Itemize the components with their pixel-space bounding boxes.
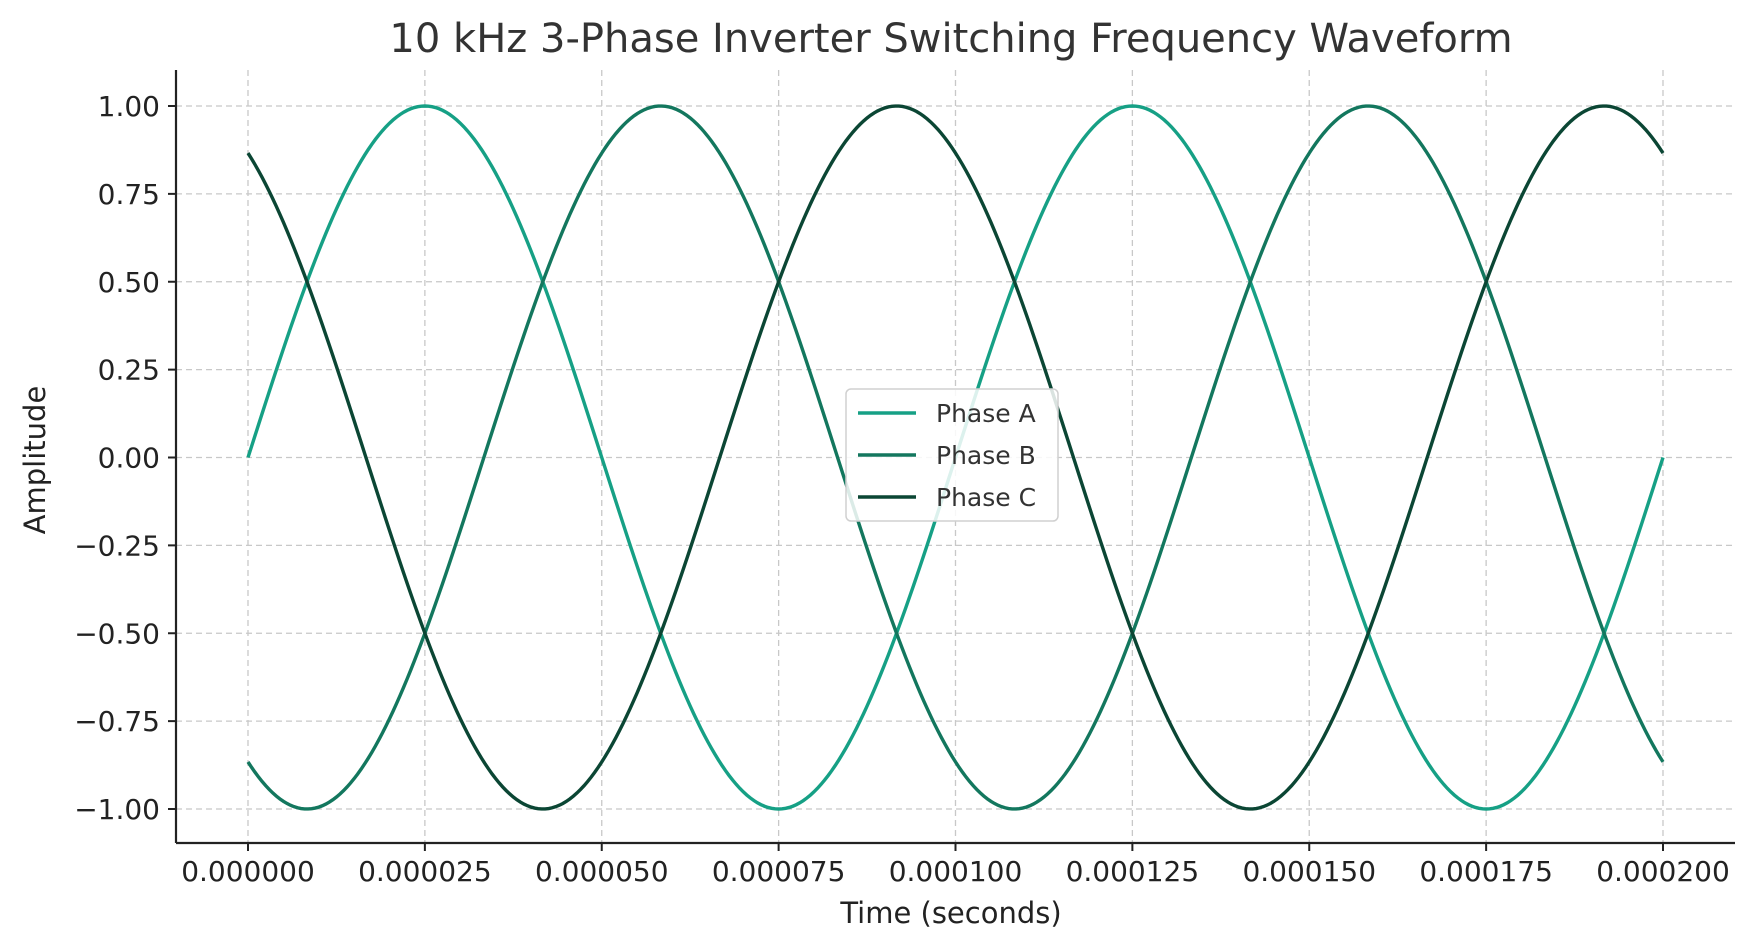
y-tick-label: 0.00	[98, 442, 160, 475]
y-tick-label: −0.50	[74, 617, 160, 650]
grid	[176, 70, 1735, 843]
x-tick-label: 0.000000	[181, 855, 315, 888]
x-tick-label: 0.000150	[1242, 855, 1376, 888]
x-tick-label: 0.000100	[889, 855, 1023, 888]
y-axis-label: Amplitude	[18, 386, 52, 535]
x-tick-label: 0.000050	[535, 855, 669, 888]
legend-label: Phase C	[936, 483, 1036, 512]
chart-title: 10 kHz 3-Phase Inverter Switching Freque…	[389, 16, 1512, 62]
legend-label: Phase A	[936, 399, 1036, 428]
y-tick-label: 1.00	[98, 90, 160, 123]
x-tick-label: 0.000125	[1066, 855, 1200, 888]
y-tick-label: 0.25	[98, 354, 160, 387]
y-tick-label: −0.75	[74, 705, 160, 738]
legend-label: Phase B	[936, 441, 1036, 470]
x-tick-label: 0.000075	[712, 855, 846, 888]
axes: 0.000000 0.000025 0.000050 0.000075 0.000100…	[74, 70, 1735, 888]
series-line-phase-b	[246, 104, 1665, 811]
x-tick-label: 0.000175	[1419, 855, 1553, 888]
series-line-phase-c	[246, 104, 1665, 811]
x-tick-label: 0.000025	[358, 855, 492, 888]
y-tick-label: 0.75	[98, 178, 160, 211]
y-tick-label: −0.25	[74, 529, 160, 562]
legend-box	[845, 388, 1059, 522]
x-tick-label: 0.000200	[1596, 855, 1730, 888]
y-tick-label: 0.50	[98, 266, 160, 299]
y-tick-label: −1.00	[74, 793, 160, 826]
legend: Phase A Phase B Phase C	[845, 388, 1059, 522]
x-axis-label: Time (seconds)	[839, 896, 1061, 930]
